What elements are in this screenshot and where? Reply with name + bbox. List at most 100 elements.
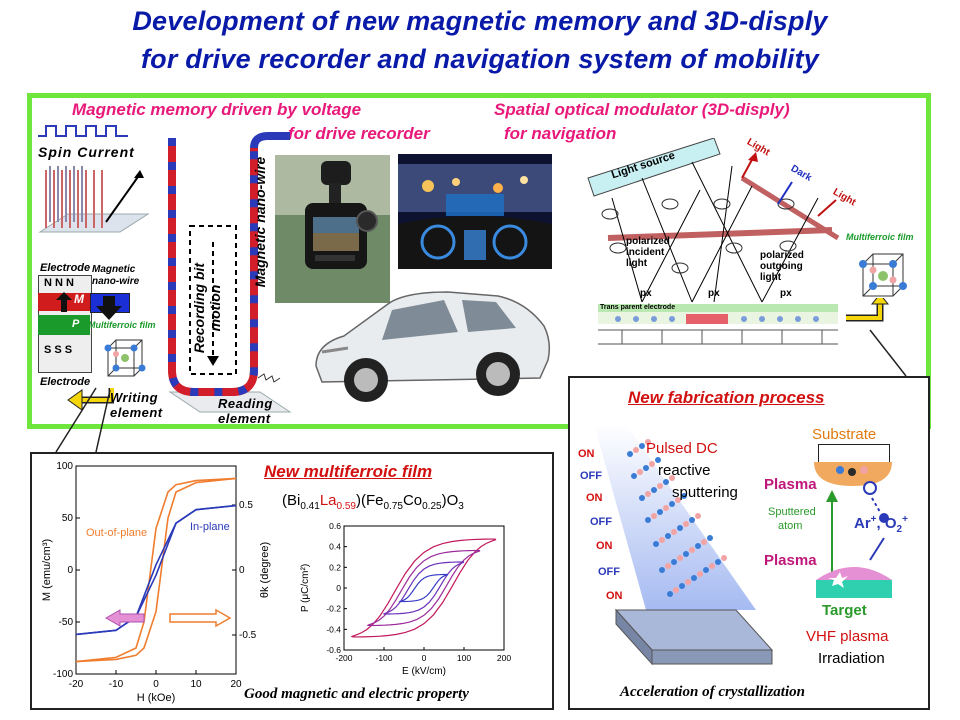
px-label-3: px	[780, 288, 792, 299]
transparent-electrode-label: Trans parent electrode	[600, 304, 676, 311]
sputtered-atom	[671, 559, 677, 565]
mh-xtick-label: 10	[190, 679, 202, 690]
polarized-incident-label: polarized incident light	[626, 236, 670, 269]
reading-element-label: Reading element	[218, 396, 273, 426]
sputtered-atom	[695, 513, 701, 519]
onoff-label-5: ON	[596, 540, 613, 552]
sputtered-atom	[653, 541, 659, 547]
spin-current-label: Spin Current	[38, 144, 135, 160]
onoff-label-7: ON	[606, 590, 623, 602]
sputtered-atom	[657, 483, 663, 489]
sputtered-atom	[631, 473, 637, 479]
plasma-top-label: Plasma	[764, 476, 817, 493]
formula-sub-5: 3	[458, 501, 464, 512]
page-title-line2: for drive recorder and navigation system…	[140, 44, 820, 74]
sputtered-atom	[721, 555, 727, 561]
sputtered-atom	[645, 491, 651, 497]
sputtered-atom	[651, 513, 657, 519]
pe-xtick-label: 0	[422, 653, 427, 663]
mh-ylabel: M (emu/cm³)	[41, 539, 53, 601]
left-heading-1: Magnetic memory driven by voltage	[72, 100, 362, 119]
sputtered-atom	[703, 567, 709, 573]
irradiation-label: Irradiation	[818, 650, 885, 667]
mh-legend-in-plane: In-plane	[190, 521, 230, 533]
pe-loop-1	[350, 538, 497, 638]
sputtered-atom	[671, 529, 677, 535]
sputtered-atom	[675, 497, 681, 503]
sputtered-atom	[665, 563, 671, 569]
pe-ylabel: P (μC/cm²)	[300, 564, 311, 612]
mh-xtick-label: -10	[109, 679, 124, 690]
mh-y2label: θk (degree)	[259, 542, 271, 598]
pe-loop-2	[366, 549, 481, 627]
sputtered-atom	[707, 535, 713, 541]
sputtered-atom	[667, 591, 673, 597]
formula-part-1: (Bi	[282, 492, 301, 509]
sputtered-atom	[633, 447, 639, 453]
sputtered-atom	[689, 547, 695, 553]
sputtered-atom	[665, 533, 671, 539]
car-illustration	[315, 291, 551, 402]
formula-sub-3: 0.75	[383, 501, 403, 512]
sputtered-atom	[643, 465, 649, 471]
onoff-label-3: ON	[586, 492, 603, 504]
mh-y2tick-label: 0	[239, 565, 245, 576]
film-panel-heading: New multiferroic film	[264, 462, 433, 481]
crystal-cube-left-icon	[104, 339, 146, 377]
sputtered-atom	[695, 543, 701, 549]
south-label: S S S	[44, 344, 73, 356]
formula-part-2: La	[319, 492, 337, 509]
sputtered-atom	[659, 537, 665, 543]
ar-label: Ar	[854, 515, 871, 532]
yellow-arrow-left-icon	[67, 388, 114, 410]
green-layer	[38, 315, 90, 335]
down-arrow-icon	[96, 296, 122, 320]
target-label: Target	[822, 602, 867, 619]
mh-ytick-label: -50	[59, 617, 74, 628]
pe-ytick-label: 0.4	[329, 542, 341, 552]
pe-xtick-label: -200	[335, 653, 352, 663]
right-heading-2: for navigation	[504, 124, 617, 143]
formula-part-4: Co	[402, 492, 423, 509]
sputtered-atom	[701, 539, 707, 545]
mh-xlabel: H (kOe)	[137, 692, 176, 704]
sputtered-atom	[649, 461, 655, 467]
pe-xtick-label: 100	[457, 653, 471, 663]
yellow-arrow-right-icon	[846, 298, 890, 322]
ion-label: Ar+, O2+	[854, 514, 908, 535]
pe-ytick-label: -0.2	[326, 604, 341, 614]
mh-plot-frame	[75, 465, 237, 675]
mh-ytick-label: 100	[56, 461, 73, 472]
mh-series-1-descending	[75, 477, 237, 663]
plasma-bottom-label: Plasma	[764, 552, 817, 569]
pe-ytick-label: 0.6	[329, 521, 341, 531]
mh-y2tick-label: 0.5	[239, 500, 253, 511]
ion-arrows-icon	[863, 481, 889, 561]
sputtering-label: sputtering	[672, 484, 738, 501]
film-panel-caption: Good magnetic and electric property	[244, 686, 469, 702]
sputtered-atom	[627, 451, 633, 457]
sputtered-atom	[683, 521, 689, 527]
sputtered-atom-arrow-icon	[826, 490, 838, 576]
mh-xtick-label: 20	[230, 679, 242, 690]
onoff-label-1: ON	[578, 448, 595, 460]
dashcam-photo	[275, 155, 390, 303]
plasma-top-shape	[814, 462, 892, 486]
pe-ytick-label: 0.2	[329, 562, 341, 572]
car-interior-photo	[398, 154, 552, 269]
crystal-cube-right-icon	[859, 253, 907, 297]
sputtered-atom	[677, 555, 683, 561]
sputtered-label: Sputtered	[768, 506, 816, 518]
sputtered-atom	[673, 587, 679, 593]
vhf-label: VHF plasma	[806, 628, 889, 645]
sputtered-atom	[683, 551, 689, 557]
magnetic-nanowire-small-label: Magnetic nano-wire	[92, 264, 140, 287]
sputtered-atom	[637, 469, 643, 475]
pe-xtick-label: -100	[375, 653, 392, 663]
formula-part-5: )O	[441, 492, 459, 509]
mh-ytick-label: 50	[62, 513, 74, 524]
sputtered-atom	[677, 525, 683, 531]
formula-sub-4: 0.25	[422, 501, 442, 512]
reactive-label: reactive	[658, 462, 711, 479]
